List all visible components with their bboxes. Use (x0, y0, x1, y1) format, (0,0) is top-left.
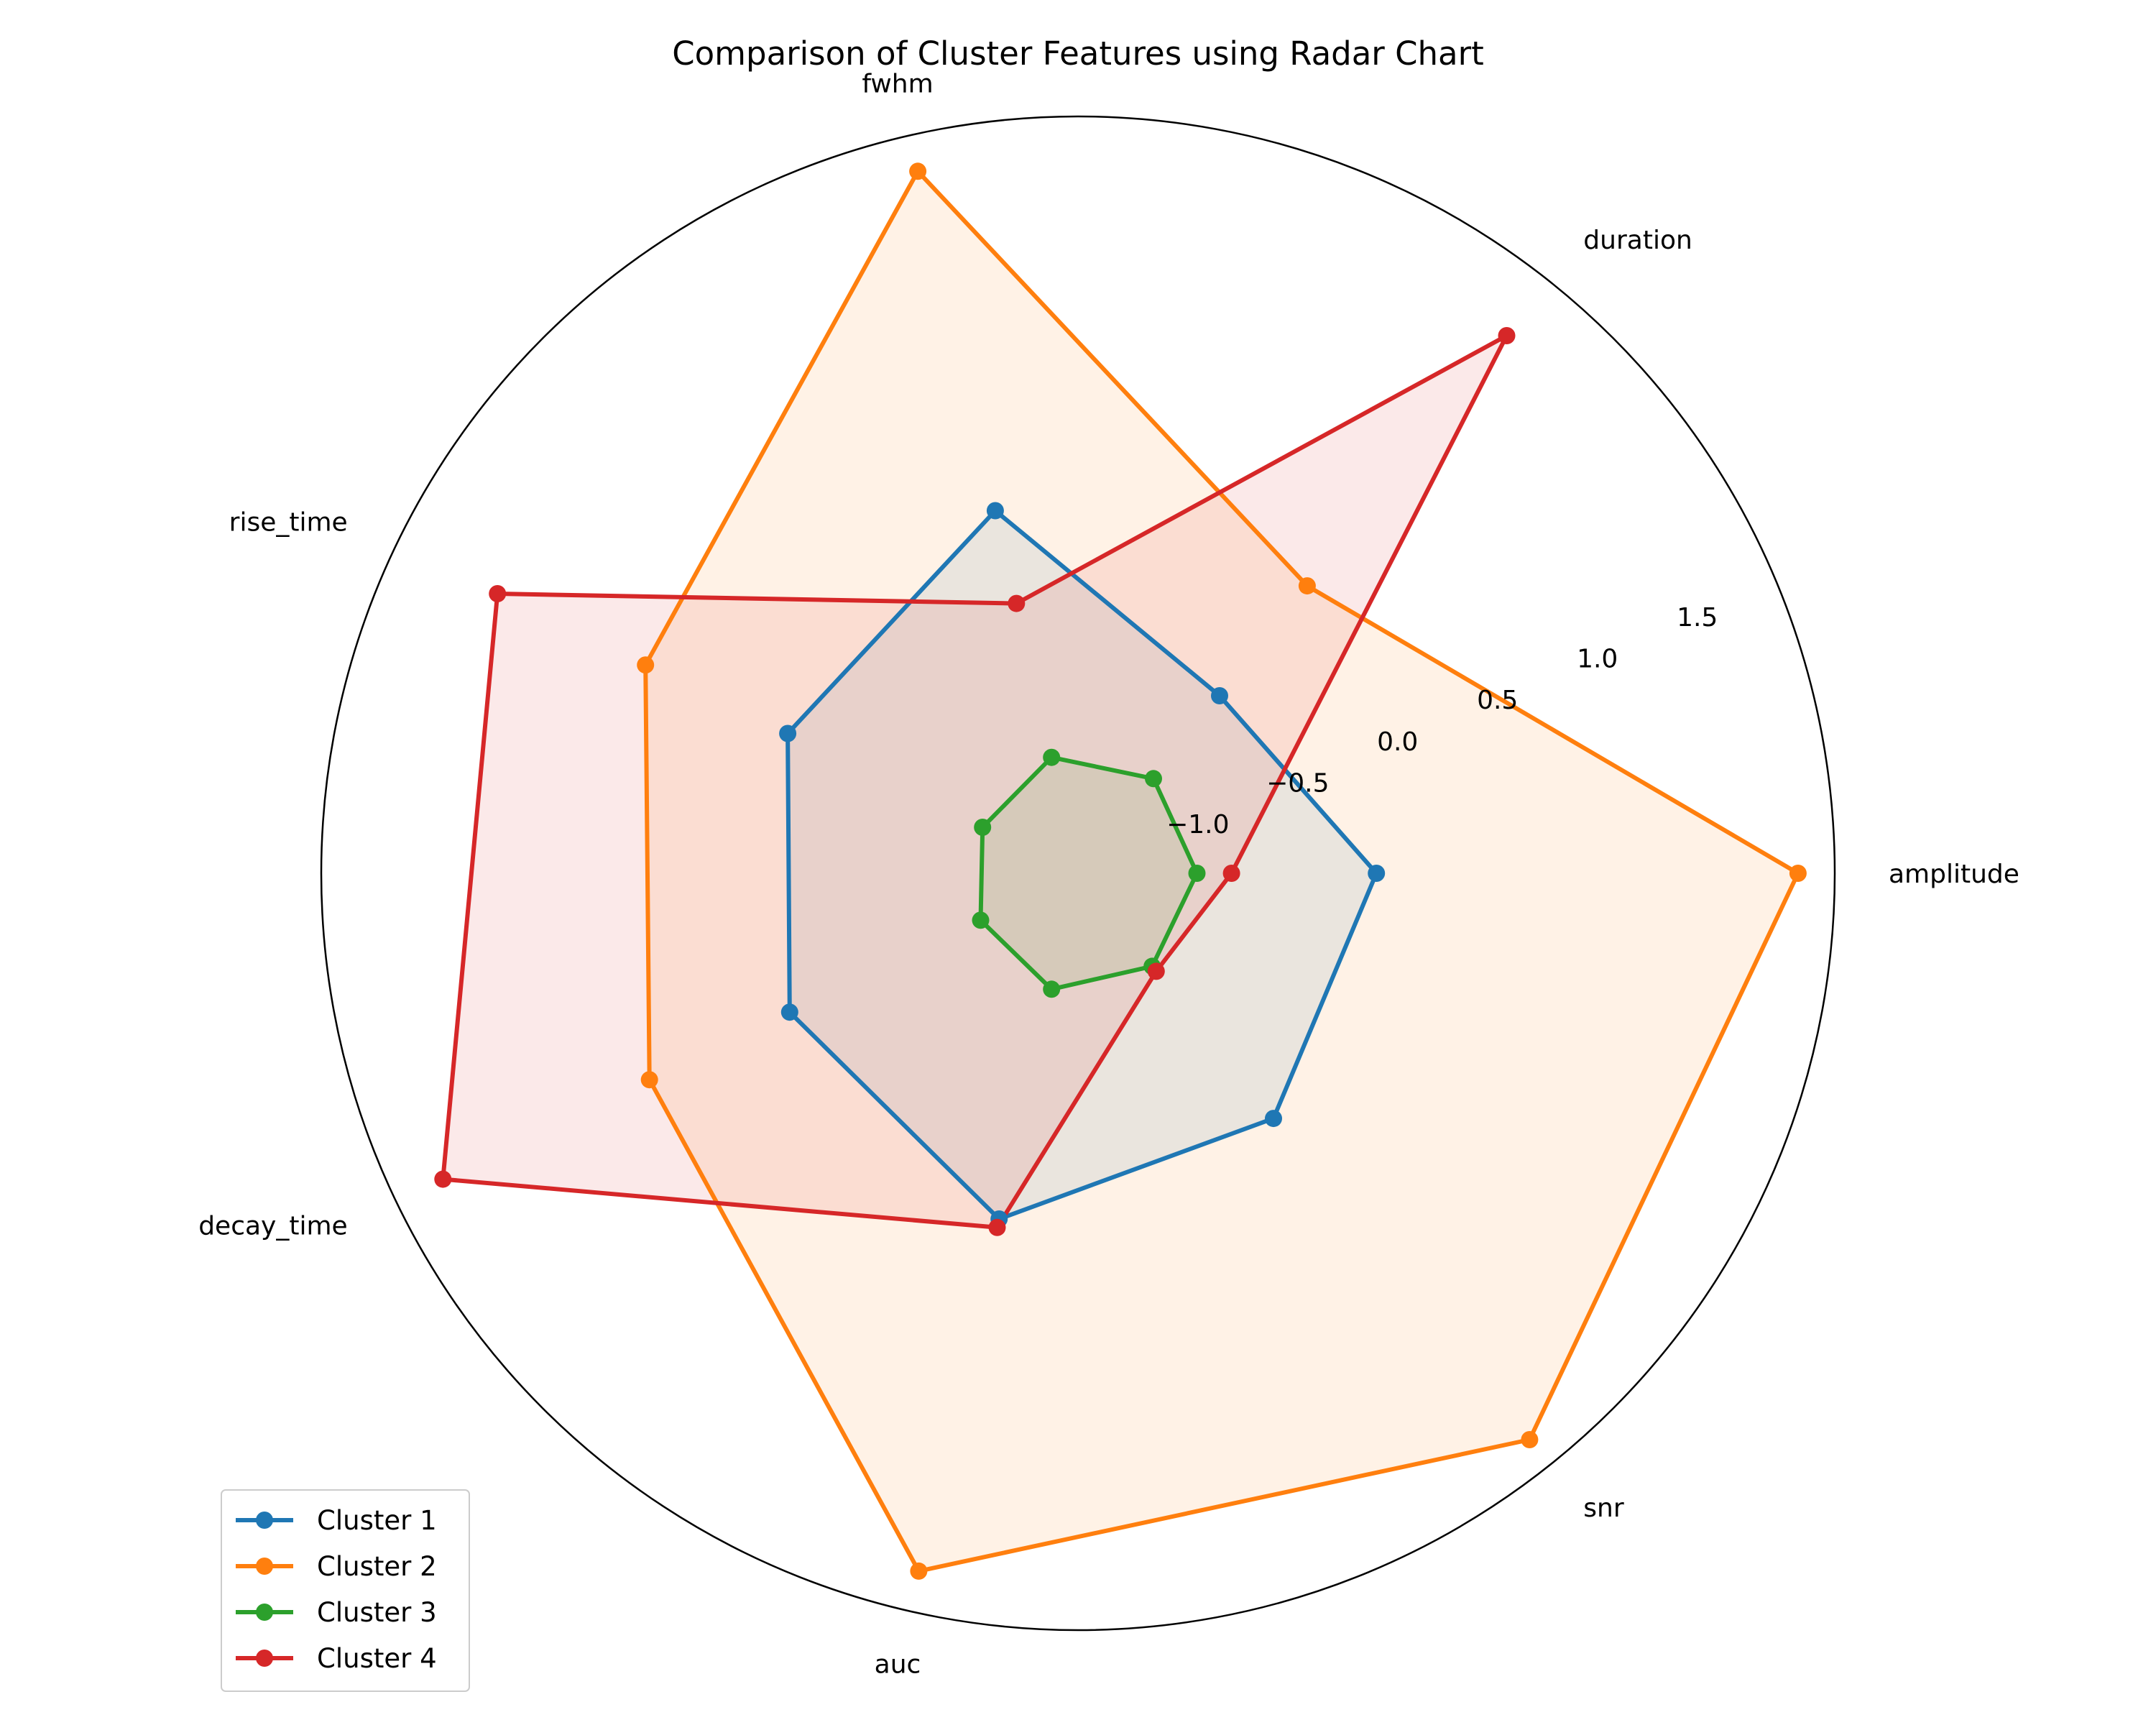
series-points (434, 162, 1807, 1580)
cluster-4-point-rise_time (489, 585, 507, 602)
cluster-3-point-amplitude (1188, 865, 1206, 882)
axis-label-decay_time: decay_time (198, 1211, 348, 1241)
cluster-2-point-snr (1521, 1431, 1539, 1448)
axis-label-snr: snr (1583, 1494, 1624, 1523)
cluster-1-point-amplitude (1368, 865, 1386, 882)
cluster-2-point-fwhm (909, 162, 927, 180)
legend-label-cluster-2: Cluster 2 (317, 1551, 437, 1582)
cluster-2-point-auc (910, 1562, 928, 1580)
cluster-4-point-amplitude (1222, 865, 1240, 882)
radial-tick-label: 1.5 (1677, 603, 1718, 632)
cluster-1-point-fwhm (986, 502, 1004, 520)
cluster-1-area (788, 510, 1377, 1219)
cluster-4-area (443, 336, 1507, 1228)
cluster-1-point-rise_time (779, 724, 797, 742)
axis-label-rise_time: rise_time (229, 508, 348, 538)
cluster-3-point-duration (1145, 770, 1162, 788)
cluster-3-line (978, 755, 1199, 992)
radial-tick-labels: −1.0 −0.5 0.0 0.5 1.0 1.5 (1166, 603, 1718, 840)
cluster-3-point-auc (1043, 980, 1061, 998)
cluster-4-point-auc (988, 1218, 1006, 1236)
cluster-4-point-duration (1498, 327, 1516, 344)
axis-label-auc: auc (875, 1650, 921, 1680)
radial-tick-label: 0.5 (1477, 686, 1518, 715)
legend-label-cluster-1: Cluster 1 (317, 1505, 437, 1536)
legend: Cluster 1 Cluster 2 Cluster 3 Cluster 4 (221, 1489, 470, 1692)
cluster-3-area (980, 757, 1197, 990)
radial-tick-label: −0.5 (1266, 768, 1329, 798)
radial-tick-label: 1.0 (1577, 645, 1618, 674)
legend-label-cluster-4: Cluster 4 (317, 1643, 437, 1674)
legend-marker-cluster-3 (256, 1604, 273, 1621)
legend-marker-cluster-4 (256, 1650, 273, 1667)
radial-tick-label: −1.0 (1166, 810, 1229, 840)
cluster-4-point-decay_time (434, 1170, 452, 1188)
cluster-4-point-snr (1147, 962, 1165, 980)
axis-labels: amplitude duration fwhm rise_time decay_time… (198, 69, 2019, 1679)
cluster-2-point-amplitude (1789, 865, 1807, 882)
legend-box (221, 1489, 470, 1692)
cluster-1-line (786, 508, 1379, 1221)
cluster-1-point-snr (1265, 1110, 1282, 1128)
chart-title: Comparison of Cluster Features using Rad… (672, 34, 1484, 73)
cluster-1-point-decay_time (780, 1003, 798, 1021)
radial-tick-label: 0.0 (1377, 727, 1418, 757)
legend-marker-cluster-1 (256, 1512, 273, 1529)
series-lines (441, 169, 1800, 1573)
axis-label-amplitude: amplitude (1889, 860, 2019, 889)
axis-label-duration: duration (1583, 226, 1692, 255)
legend-marker-cluster-2 (256, 1558, 273, 1575)
cluster-2-point-rise_time (637, 656, 655, 674)
cluster-3-point-rise_time (974, 819, 992, 836)
cluster-3-point-decay_time (972, 911, 990, 929)
legend-label-cluster-3: Cluster 3 (317, 1597, 437, 1628)
axis-label-fwhm: fwhm (862, 69, 933, 98)
cluster-4-point-fwhm (1008, 594, 1026, 612)
cluster-3-point-fwhm (1043, 748, 1061, 766)
cluster-1-point-duration (1211, 687, 1228, 704)
cluster-2-point-decay_time (640, 1071, 658, 1089)
cluster-4-line (441, 334, 1509, 1230)
polar-frame (320, 115, 1836, 1632)
cluster-2-line (643, 169, 1800, 1573)
cluster-2-point-duration (1298, 577, 1316, 595)
